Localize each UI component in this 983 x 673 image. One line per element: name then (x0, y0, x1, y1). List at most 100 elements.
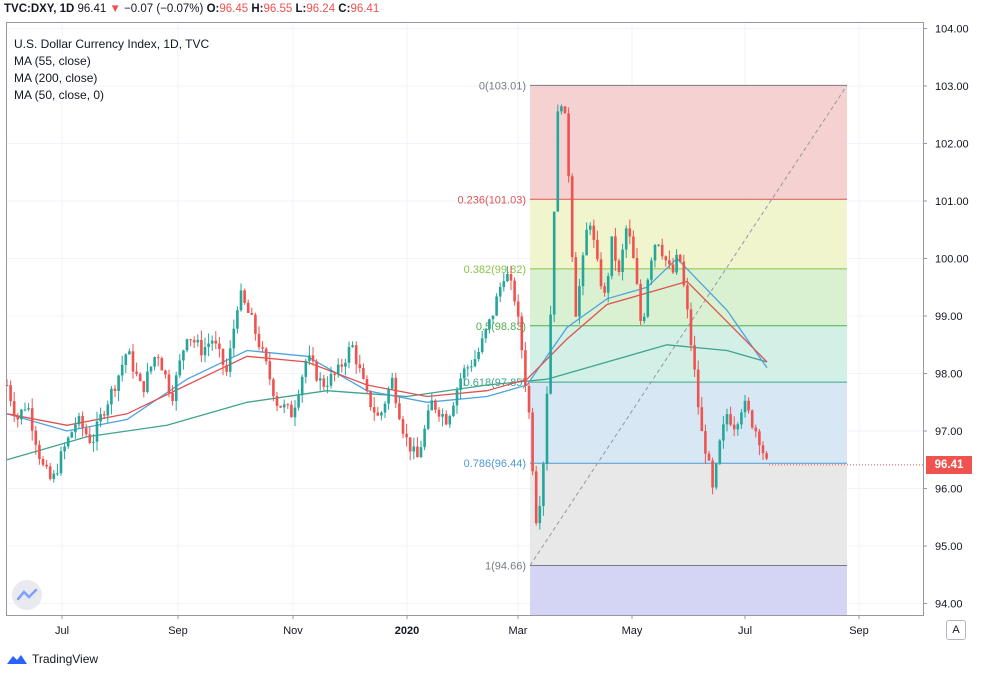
candle-body (48, 466, 52, 479)
candle-body (707, 453, 711, 461)
candle-body (628, 228, 632, 237)
candle-body (275, 396, 279, 406)
candle-body (423, 428, 426, 448)
candle-body (729, 414, 732, 425)
candle-body (333, 373, 336, 375)
candle-body (214, 340, 218, 344)
candle-body (520, 316, 524, 351)
candle-body (300, 376, 304, 396)
candle-body (340, 364, 344, 367)
fib-level-label: 0(103.01) (479, 80, 526, 92)
candle-body (394, 377, 398, 404)
y-axis-label: 103.00 (935, 81, 969, 93)
x-axis-label: Nov (283, 625, 303, 637)
candle-body (621, 249, 624, 273)
candle-body (549, 314, 552, 394)
candle-body (390, 377, 394, 389)
candle-body (200, 339, 203, 356)
candle-body (542, 464, 545, 506)
candle-body (135, 371, 138, 374)
candle-body (171, 392, 174, 402)
candle-body (16, 415, 20, 420)
candle-body (279, 405, 282, 408)
candle-body (12, 401, 16, 416)
candle-body (632, 236, 635, 259)
candle-body (117, 375, 120, 391)
candle-body (221, 348, 225, 366)
fib-zone (530, 382, 847, 464)
candle-body (761, 445, 765, 454)
candle-body (412, 446, 416, 452)
candle-body (84, 428, 88, 435)
legend-ma50[interactable]: MA (50, close, 0) (14, 88, 105, 102)
candle-body (534, 471, 538, 524)
candle-body (506, 274, 509, 282)
candle-body (354, 345, 358, 365)
footer-brand: TradingView (32, 652, 99, 666)
candle-body (264, 348, 268, 362)
candle-body (714, 463, 718, 488)
candle-body (552, 211, 556, 315)
candle-body (311, 355, 315, 362)
candle-body (668, 260, 671, 265)
candle-body (527, 385, 531, 413)
candle-body (290, 404, 293, 418)
fib-level-label: 0.382(99.82) (464, 264, 526, 276)
auto-scale-button[interactable]: A (946, 620, 966, 640)
candle-body (696, 369, 700, 408)
candle-body (9, 385, 12, 402)
x-axis-label: Jul (738, 625, 752, 637)
candle-body (743, 400, 747, 413)
candle-body (59, 451, 63, 474)
fib-level-label: 0.786(96.44) (464, 458, 526, 470)
candle-body (131, 351, 135, 372)
candle-body (236, 310, 239, 329)
candle-body (657, 244, 660, 246)
candle-body (344, 362, 347, 367)
candle-body (243, 290, 246, 303)
fib-zone-extension (530, 565, 847, 615)
candle-body (351, 345, 354, 348)
candle-body (20, 409, 23, 420)
candle-body (174, 375, 178, 402)
candle-body (225, 365, 228, 372)
candle-body (452, 405, 455, 417)
candle-body (610, 236, 614, 277)
candle-body (315, 361, 318, 381)
candle-body (498, 287, 502, 297)
candle-body (560, 106, 563, 112)
candle-body (304, 360, 308, 377)
candle-body (462, 368, 466, 379)
legend-ma200[interactable]: MA (200, close) (14, 71, 98, 85)
candle-body (81, 416, 84, 429)
open-value: 96.45 (219, 3, 249, 15)
x-axis-label: Sep (168, 625, 188, 637)
candle-body (401, 419, 405, 434)
candle-body (434, 400, 437, 410)
candle-body (574, 257, 578, 317)
candle-body (88, 434, 92, 443)
candle-body (416, 446, 419, 458)
x-axis-label: Mar (509, 625, 528, 637)
y-axis-label: 98.00 (935, 369, 963, 381)
candle-body (362, 368, 365, 379)
legend-ma55[interactable]: MA (55, close) (14, 54, 91, 68)
candle-body (66, 437, 70, 447)
candle-body (92, 441, 95, 443)
tradingview-watermark-icon (12, 580, 42, 610)
candle-body (567, 113, 570, 177)
candle-body (336, 364, 340, 375)
candle-body (326, 385, 329, 387)
fib-trend-line (529, 85, 848, 566)
y-axis-label: 100.00 (935, 254, 969, 266)
candle-body (138, 373, 142, 382)
last-value: 96.41 (77, 3, 107, 15)
candle-body (124, 354, 128, 365)
candle-body (405, 433, 408, 438)
open-label: O: (206, 3, 220, 15)
candle-body (642, 316, 646, 322)
candle-body (376, 412, 380, 416)
close-value: 96.41 (350, 3, 380, 15)
candle-body (516, 301, 520, 317)
